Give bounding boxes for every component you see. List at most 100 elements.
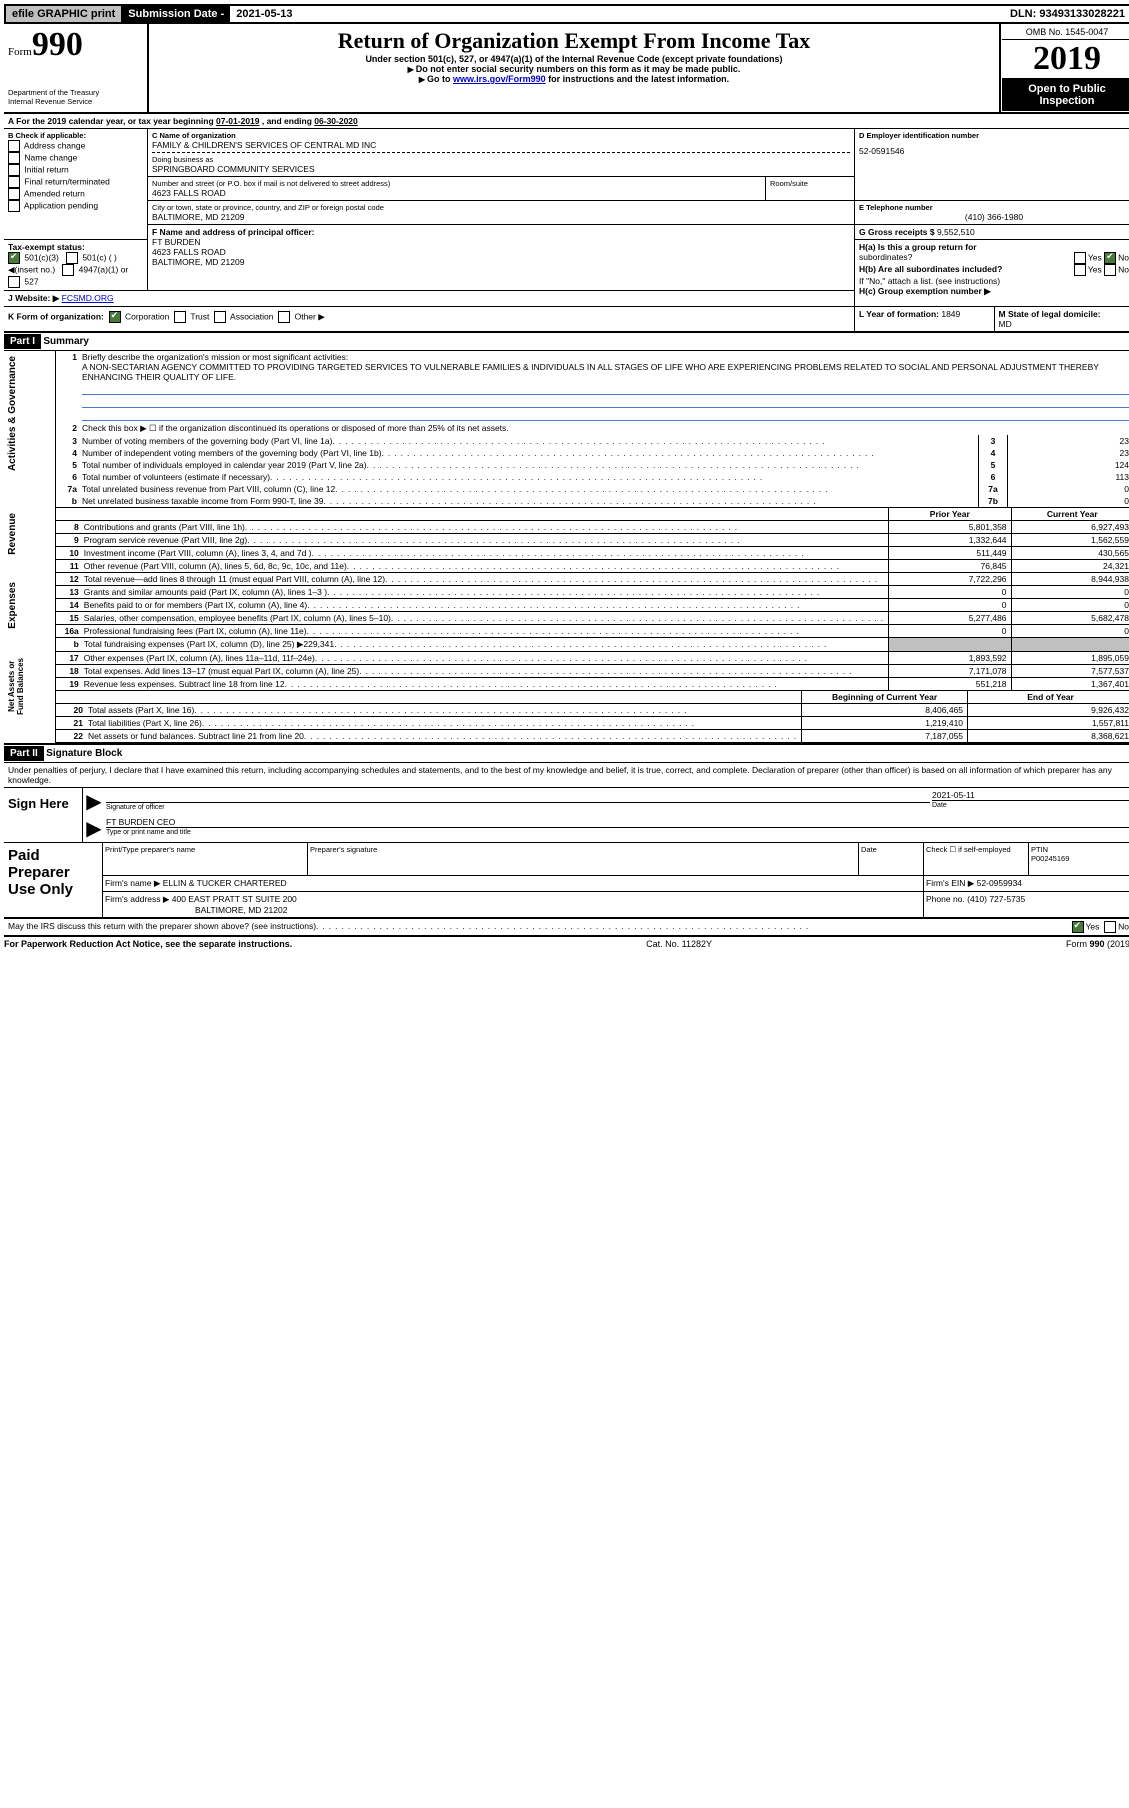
opt-corp: Corporation	[125, 311, 169, 321]
box-b-opt-4: Amended return	[8, 188, 143, 200]
row-12-current: 8,944,938	[1011, 573, 1129, 586]
row-10-prior: 511,449	[889, 547, 1011, 560]
box-b-opt-2: Initial return	[8, 164, 143, 176]
omb-number: OMB No. 1545-0047	[1002, 25, 1129, 40]
firm-city: BALTIMORE, MD 21202	[195, 905, 287, 915]
chk-b-3[interactable]	[8, 176, 20, 188]
row-15-prior: 5,277,486	[889, 612, 1011, 625]
netrow-20-label: Total assets (Part X, line 16)	[88, 705, 194, 715]
line7b: Net unrelated business taxable income fr…	[82, 496, 323, 506]
irs-link[interactable]: www.irs.gov/Form990	[453, 74, 546, 84]
side-netassets: Net Assets or Fund Balances	[5, 654, 27, 719]
box-b-opt-3: Final return/terminated	[8, 176, 143, 188]
box-b-label: B Check if applicable:	[8, 131, 143, 140]
name-title-label: Type or print name and title	[106, 827, 1129, 836]
netrow-21-label: Total liabilities (Part X, line 26)	[88, 718, 202, 728]
chk-discuss-yes[interactable]	[1072, 921, 1084, 933]
ha-line: H(a) Is this a group return for subordin…	[859, 242, 1129, 264]
dba-value: SPRINGBOARD COMMUNITY SERVICES	[152, 164, 850, 174]
side-governance: Activities & Governance	[5, 352, 20, 475]
line4: Number of independent voting members of …	[82, 448, 382, 458]
part2-title: Signature Block	[46, 748, 122, 759]
website-link[interactable]: FCSMD.ORG	[62, 293, 114, 303]
chk-501c[interactable]	[66, 252, 78, 264]
city-label: City or town, state or province, country…	[152, 203, 850, 212]
row-19-label: Revenue less expenses. Subtract line 18 …	[84, 679, 285, 689]
hb-line: H(b) Are all subordinates included? Yes …	[859, 264, 1129, 276]
row-8-prior: 5,801,358	[889, 521, 1011, 534]
v4: 23	[1008, 447, 1129, 459]
chk-hb-no[interactable]	[1104, 264, 1116, 276]
row-19-prior: 551,218	[889, 678, 1011, 691]
row-17-label: Other expenses (Part IX, column (A), lin…	[84, 653, 315, 663]
gross-receipts: 9,552,510	[937, 227, 975, 237]
v5: 124	[1008, 459, 1129, 471]
room-suite-label: Room/suite	[766, 177, 855, 200]
firm-name-val: ELLIN & TUCKER CHARTERED	[163, 878, 287, 888]
ptin-label: PTIN	[1031, 845, 1048, 854]
efile-print-button[interactable]: efile GRAPHIC print	[6, 6, 122, 22]
chk-b-2[interactable]	[8, 164, 20, 176]
dln: DLN: 93493133028221	[1004, 6, 1129, 22]
row-15-current: 5,682,478	[1011, 612, 1129, 625]
opt-assoc: Association	[230, 311, 273, 321]
chk-b-0[interactable]	[8, 140, 20, 152]
year-formation: 1849	[941, 309, 960, 319]
side-revenue: Revenue	[5, 509, 20, 559]
row-19-current: 1,367,401	[1011, 678, 1129, 691]
row-b-prior	[889, 638, 1011, 652]
row-12-label: Total revenue—add lines 8 through 11 (mu…	[84, 574, 385, 584]
chk-501c3[interactable]	[8, 252, 20, 264]
box-m-label: M State of legal domicile:	[999, 309, 1101, 319]
paid-preparer-label: Paid Preparer Use Only	[4, 843, 103, 918]
submission-date-label: Submission Date -	[122, 6, 230, 22]
chk-discuss-no[interactable]	[1104, 921, 1116, 933]
chk-hb-yes[interactable]	[1074, 264, 1086, 276]
ptin-val: P00245169	[1031, 854, 1069, 863]
subtitle-3: Go to www.irs.gov/Form990 for instructio…	[153, 74, 995, 84]
current-year-hdr: Current Year	[1011, 508, 1129, 521]
row-16a-prior: 0	[889, 625, 1011, 638]
chk-assoc[interactable]	[214, 311, 226, 323]
chk-other[interactable]	[278, 311, 290, 323]
box-j-label: J Website: ▶	[8, 293, 59, 303]
row-b-current	[1011, 638, 1129, 652]
prep-date-label: Date	[859, 843, 924, 876]
chk-ha-no[interactable]	[1104, 252, 1116, 264]
chk-corp[interactable]	[109, 311, 121, 323]
discuss-yes: Yes	[1086, 921, 1100, 931]
prep-sig-label: Preparer's signature	[308, 843, 859, 876]
form-990-label: Form990	[8, 26, 143, 64]
chk-527[interactable]	[8, 276, 20, 288]
street-address: 4623 FALLS ROAD	[152, 188, 761, 198]
sig-date-label: Date	[932, 800, 1129, 809]
self-employed-check[interactable]: Check ☐ if self-employed	[924, 843, 1029, 876]
chk-trust[interactable]	[174, 311, 186, 323]
chk-b-4[interactable]	[8, 188, 20, 200]
row-14-current: 0	[1011, 599, 1129, 612]
row-8-current: 6,927,493	[1011, 521, 1129, 534]
netrow-21-beg: 1,219,410	[802, 717, 968, 730]
chk-b-5[interactable]	[8, 200, 20, 212]
row-17-prior: 1,893,592	[889, 652, 1011, 665]
declaration: Under penalties of perjury, I declare th…	[4, 763, 1129, 788]
row-8-label: Contributions and grants (Part VIII, lin…	[84, 522, 245, 532]
officer-name: FT BURDEN	[152, 237, 850, 247]
row-12-prior: 7,722,296	[889, 573, 1011, 586]
side-expenses: Expenses	[5, 578, 20, 633]
chk-4947[interactable]	[62, 264, 74, 276]
box-b-opt-0: Address change	[8, 140, 143, 152]
row-13-current: 0	[1011, 586, 1129, 599]
chk-ha-yes[interactable]	[1074, 252, 1086, 264]
firm-phone-val: (410) 727-5735	[967, 894, 1025, 904]
chk-b-1[interactable]	[8, 152, 20, 164]
city-value: BALTIMORE, MD 21209	[152, 212, 850, 222]
firm-addr-label: Firm's address ▶	[105, 894, 169, 904]
subtitle-2: Do not enter social security numbers on …	[153, 64, 995, 74]
firm-addr-val: 400 EAST PRATT ST SUITE 200	[172, 894, 297, 904]
officer-addr2: BALTIMORE, MD 21209	[152, 257, 850, 267]
row-9-label: Program service revenue (Part VIII, line…	[84, 535, 247, 545]
netrow-20-end: 9,926,432	[968, 704, 1129, 717]
row-9-prior: 1,332,644	[889, 534, 1011, 547]
org-name: FAMILY & CHILDREN'S SERVICES OF CENTRAL …	[152, 140, 850, 150]
